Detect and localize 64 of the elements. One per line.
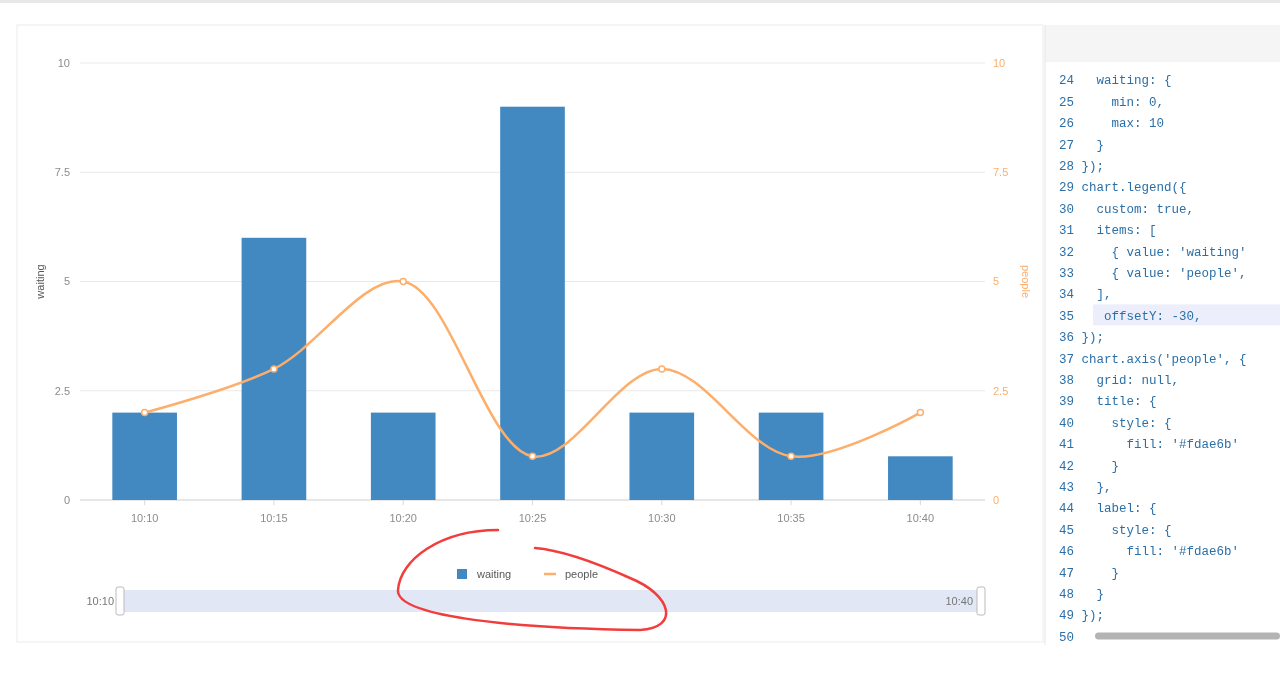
text: 32 { value: 'waiting' [1059,245,1247,260]
text: 48 } [1059,587,1105,602]
bar [241,237,307,500]
legend-label: waiting [476,567,512,580]
y-tick-label: 5 [63,275,70,288]
text: 35 offsetY: -30, [1059,309,1202,324]
y-tick-label: 0 [63,493,70,506]
text: 34 ], [1059,288,1112,303]
text: 47 } [1059,566,1120,581]
text: 29 chart.legend({ [1059,181,1187,196]
text: 10:10 [86,594,114,607]
text: 33 { value: 'people', [1059,266,1247,281]
y2-tick-label: 2.5 [993,384,1009,397]
text: 44 label: { [1059,502,1157,517]
bar [500,106,565,500]
point [399,277,407,286]
y2-tick-label: 5 [993,275,1000,288]
x-tick-label: 10:10 [130,512,159,524]
text: 25 min: 0, [1059,95,1165,110]
point [270,365,278,373]
text: 40 style: { [1059,416,1172,431]
y-axis-title: waiting [34,264,46,300]
text: 38 grid: null, [1059,373,1180,388]
bar [758,412,824,500]
y-tick-label: 10 [57,56,70,69]
x-tick-label: 10:30 [648,512,676,524]
text: 46 fill: '#fdae6b' [1059,545,1240,560]
text: 41 fill: '#fdae6b' [1059,438,1240,453]
y-tick-label: 7.5 [54,166,70,179]
y2-tick-label: 7.5 [993,166,1009,179]
y2-tick-label: 10 [993,56,1006,69]
text: 30 custom: true, [1059,202,1195,217]
legend-label: people [565,567,599,580]
x-tick-label: 10:25 [518,512,547,524]
text: 26 max: 10 [1059,117,1165,132]
x-tick-label: 10:35 [777,512,805,524]
text: 37 chart.axis('people', { [1059,352,1247,367]
text: 36 }); [1059,331,1105,346]
text: 27 } [1059,138,1105,153]
point [916,408,925,417]
text: 31 items: [ [1059,224,1157,239]
point [787,452,795,461]
point [528,452,537,461]
y2-axis-title: people [1020,264,1032,299]
point [658,365,666,373]
y2-tick-label: 0 [993,493,1000,506]
text: 39 title: { [1059,395,1157,410]
bar [370,412,436,500]
bar [629,412,695,500]
x-tick-label: 10:40 [906,512,935,524]
bar [112,412,177,500]
text: 42 } [1059,459,1120,474]
bar [888,456,953,500]
point [140,408,149,417]
y-tick-label: 2.5 [54,384,70,397]
x-tick-label: 10:15 [260,512,288,524]
text: 45 style: { [1059,523,1172,538]
text: 10:40 [945,594,973,607]
text: 28 }); [1059,159,1105,174]
text: 49 }); [1059,609,1105,624]
text: 50 [1059,630,1075,645]
x-tick-label: 10:20 [389,512,417,524]
text: 43 }, [1059,480,1112,495]
text: 24 waiting: { [1059,74,1172,89]
